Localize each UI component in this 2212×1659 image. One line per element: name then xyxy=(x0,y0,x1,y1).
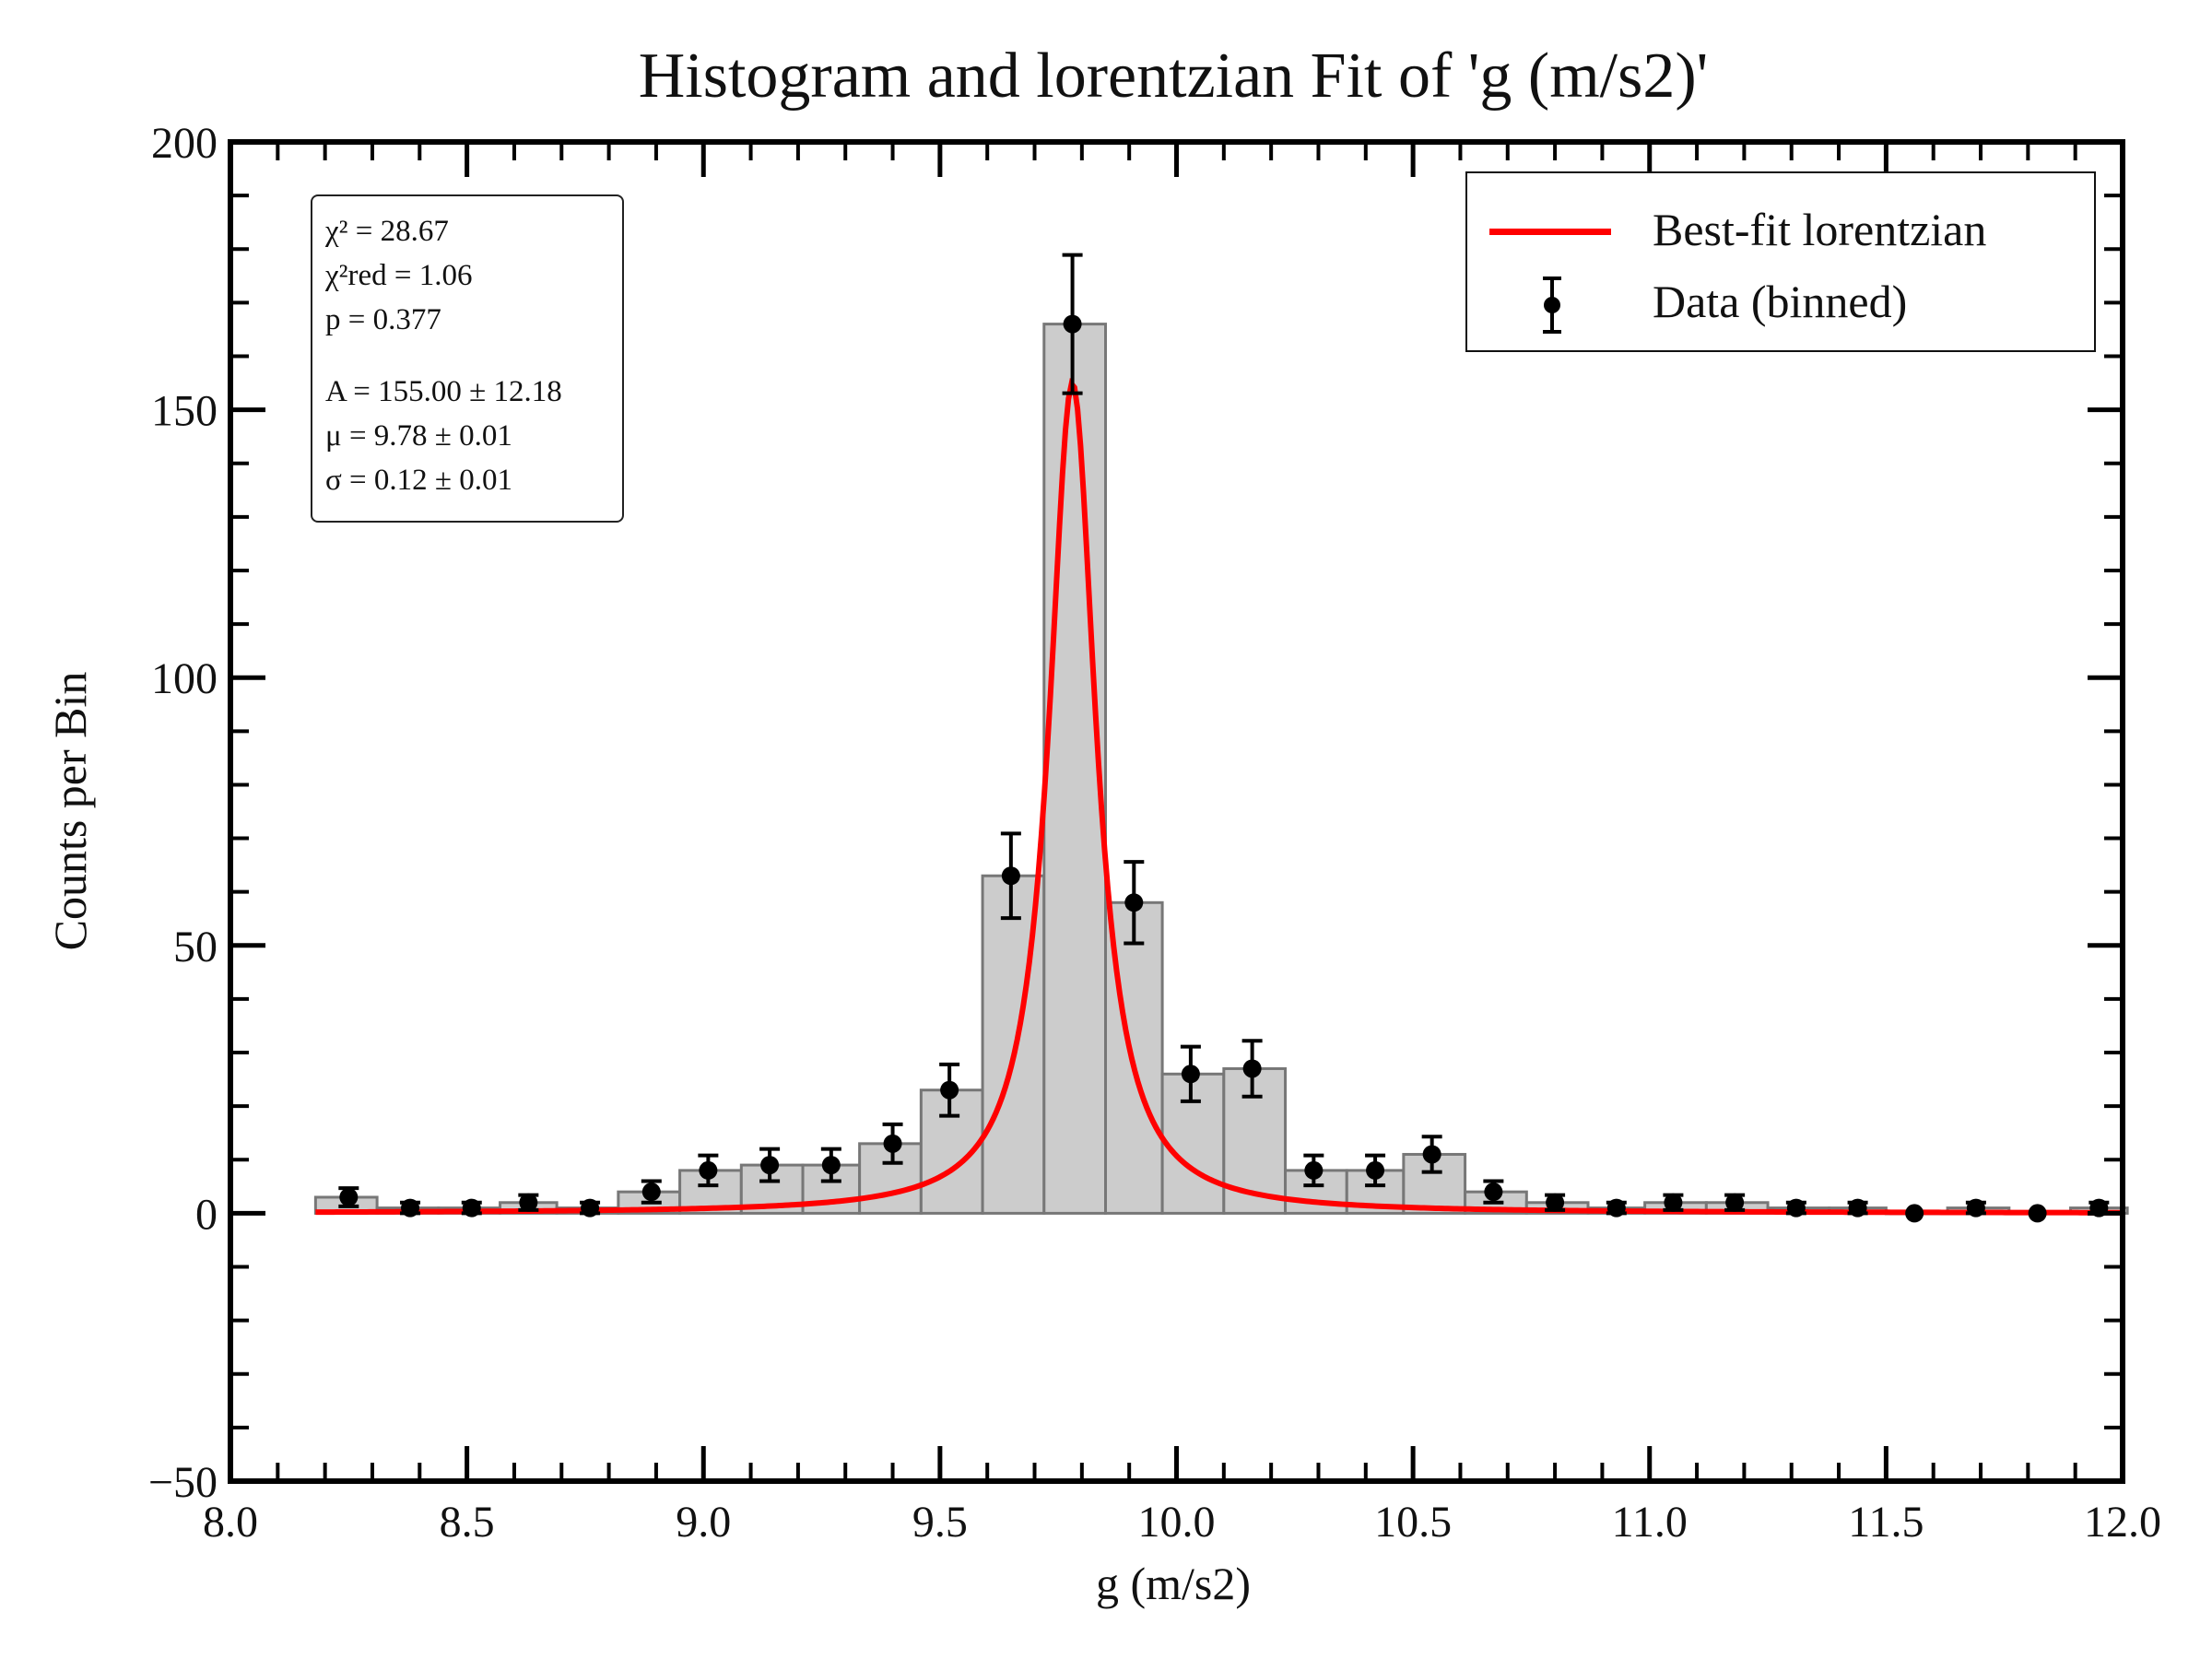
x-tick-label: 10.0 xyxy=(1138,1498,1216,1547)
mu-text: μ = 9.78 ± 0.01 xyxy=(325,419,512,453)
y-tick-label: 50 xyxy=(173,923,218,971)
data-marker xyxy=(401,1198,420,1218)
x-tick-label: 12.0 xyxy=(2084,1498,2161,1547)
y-tick-label: −50 xyxy=(148,1458,218,1507)
data-point xyxy=(338,1186,359,1208)
data-point xyxy=(641,1179,662,1205)
data-point xyxy=(1663,1193,1684,1212)
data-point xyxy=(1724,1193,1746,1212)
y-tick-label: 200 xyxy=(151,119,218,168)
data-point xyxy=(461,1198,482,1218)
data-point xyxy=(1303,1153,1324,1188)
data-point xyxy=(1421,1135,1442,1174)
legend-line-swatch xyxy=(1489,229,1611,235)
data-marker xyxy=(1725,1193,1745,1212)
data-marker xyxy=(1304,1160,1324,1180)
data-point xyxy=(580,1198,601,1218)
data-point xyxy=(1606,1198,1627,1218)
data-marker xyxy=(1366,1160,1385,1180)
y-tick-label: 150 xyxy=(151,387,218,436)
data-point xyxy=(698,1153,719,1188)
chart-title: Histogram and lorentzian Fit of 'g (m/s2… xyxy=(639,41,1709,112)
data-marker xyxy=(1242,1059,1262,1078)
data-marker xyxy=(1848,1198,1867,1218)
x-tick-label: 9.5 xyxy=(912,1498,968,1547)
data-point xyxy=(1062,253,1083,395)
data-marker xyxy=(1606,1198,1626,1218)
fit-curve xyxy=(315,377,2123,1216)
data-marker xyxy=(1786,1198,1806,1218)
data-point xyxy=(1847,1198,1868,1218)
chi2-red-text: χ²red = 1.06 xyxy=(325,259,473,292)
legend-item-fit: Best-fit lorentzian xyxy=(1467,197,2094,262)
data-marker xyxy=(940,1080,959,1100)
data-marker xyxy=(641,1182,661,1202)
y-tick-label: 100 xyxy=(151,654,218,703)
data-marker xyxy=(1546,1193,1565,1212)
legend-errorbar-marker xyxy=(1543,276,1561,334)
data-point xyxy=(1000,831,1021,921)
x-tick-label: 9.0 xyxy=(676,1498,731,1547)
data-points xyxy=(338,253,2110,1223)
x-tick-label: 8.0 xyxy=(203,1498,258,1547)
tick-labels: 8.0 8.5 9.0 9.5 10.0 10.5 11.0 11.5 12.0 −50 0 50 10… xyxy=(148,119,2161,1547)
p-value-text: p = 0.377 xyxy=(325,303,441,336)
data-marker xyxy=(2028,1204,2047,1223)
data-marker xyxy=(760,1156,780,1175)
legend: Best-fit lorentzian Data (binned) xyxy=(1465,171,2096,352)
data-point xyxy=(1545,1193,1566,1212)
data-point xyxy=(518,1193,539,1212)
data-point xyxy=(1483,1179,1504,1205)
x-tick-label: 10.5 xyxy=(1374,1498,1452,1547)
data-marker xyxy=(519,1193,538,1212)
data-marker xyxy=(581,1198,600,1218)
data-point xyxy=(1180,1044,1201,1103)
y-axis-label: Counts per Bin xyxy=(44,672,96,951)
data-point xyxy=(400,1198,421,1218)
sigma-text: σ = 0.12 ± 0.01 xyxy=(325,464,513,497)
data-point xyxy=(1905,1204,1924,1223)
histogram-bar xyxy=(1160,1072,1226,1215)
x-tick-label: 11.5 xyxy=(1848,1498,1924,1547)
data-marker xyxy=(1124,893,1144,912)
amplitude-text: A = 155.00 ± 12.18 xyxy=(325,375,562,408)
data-marker xyxy=(1063,314,1082,334)
data-marker xyxy=(462,1198,481,1218)
data-marker xyxy=(1484,1182,1503,1202)
histogram-bar xyxy=(1402,1152,1467,1215)
data-marker xyxy=(821,1156,841,1175)
legend-item-data: Data (binned) xyxy=(1467,269,2094,334)
data-point xyxy=(759,1147,781,1183)
data-point xyxy=(1365,1153,1386,1188)
axes xyxy=(228,139,2125,1484)
data-point xyxy=(939,1062,960,1118)
chi2-text: χ² = 28.67 xyxy=(325,215,449,248)
x-axis-label: g (m/s2) xyxy=(1096,1558,1251,1609)
fit-curve-layer xyxy=(315,377,2123,1216)
data-marker xyxy=(1905,1204,1924,1223)
data-marker xyxy=(883,1134,902,1153)
data-marker xyxy=(339,1187,359,1206)
data-point xyxy=(1785,1198,1806,1218)
data-point xyxy=(2028,1204,2047,1223)
data-point xyxy=(1124,860,1145,946)
legend-label-fit: Best-fit lorentzian xyxy=(1653,204,1987,255)
histogram-bar xyxy=(858,1142,923,1215)
legend-label-data: Data (binned) xyxy=(1653,276,1908,327)
x-tick-label: 11.0 xyxy=(1612,1498,1688,1547)
fit-statistics-box: χ² = 28.67 χ²red = 1.06 p = 0.377 A = 15… xyxy=(311,194,624,523)
data-point xyxy=(1241,1039,1263,1099)
data-marker xyxy=(1001,866,1020,886)
data-marker xyxy=(1422,1145,1441,1164)
data-marker xyxy=(1181,1065,1200,1084)
y-tick-label: 0 xyxy=(195,1190,218,1239)
data-point xyxy=(882,1122,903,1165)
data-point xyxy=(820,1147,841,1183)
data-marker xyxy=(1664,1193,1683,1212)
data-point xyxy=(1965,1198,1986,1218)
data-marker xyxy=(699,1160,718,1180)
data-marker xyxy=(1966,1198,1985,1218)
x-tick-label: 8.5 xyxy=(440,1498,495,1547)
